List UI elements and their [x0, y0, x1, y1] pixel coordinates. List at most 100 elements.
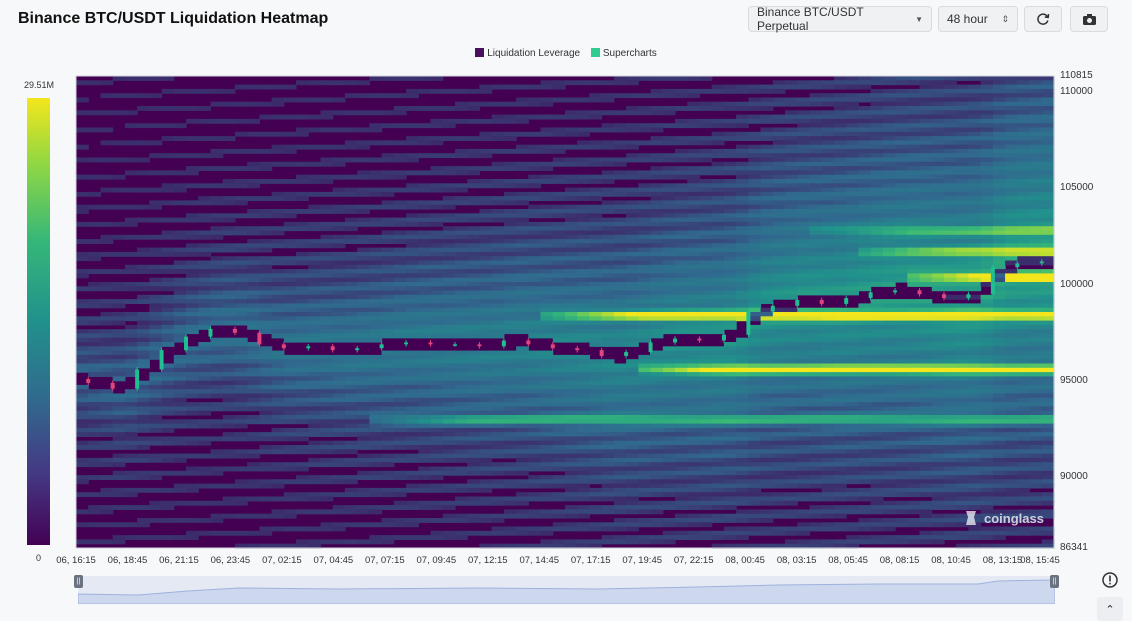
heatmap-cell	[638, 264, 652, 270]
heatmap-cell	[198, 380, 212, 386]
heatmap-cell	[748, 470, 762, 476]
heatmap-cell	[748, 269, 762, 274]
heatmap-cell	[772, 500, 786, 506]
legend-swatch	[475, 48, 485, 57]
heatmap-cell	[809, 462, 823, 468]
heatmap-cell	[846, 221, 859, 227]
heatmap-cell	[479, 230, 493, 236]
heatmap-cell	[149, 397, 163, 403]
heatmap-cell	[210, 530, 224, 536]
heatmap-cell	[821, 526, 835, 532]
heatmap-cell	[283, 161, 297, 167]
heatmap-cell	[357, 453, 370, 459]
heatmap-cell	[577, 312, 590, 317]
heatmap-cell	[675, 260, 688, 266]
heatmap-cell	[455, 359, 468, 365]
heatmap-cell	[577, 496, 590, 502]
heatmap-cell	[186, 290, 199, 296]
heatmap-cell	[589, 333, 603, 339]
heatmap-cell	[711, 166, 725, 171]
heatmap-cell	[785, 157, 798, 163]
heatmap-cell	[650, 367, 664, 373]
heatmap-cell	[638, 269, 652, 274]
heatmap-cell	[247, 363, 260, 369]
heatmap-cell	[357, 217, 370, 223]
heatmap-cell	[76, 539, 89, 545]
heatmap-cell	[271, 372, 285, 377]
heatmap-cell	[601, 179, 615, 184]
heatmap-cell	[687, 415, 701, 420]
heatmap-cell	[626, 226, 639, 232]
heatmap-cell	[344, 264, 358, 270]
heatmap-cell	[479, 303, 493, 309]
heatmap-cell	[393, 247, 407, 253]
heatmap-cell	[479, 316, 493, 322]
heatmap-cell	[283, 376, 297, 382]
heatmap-cell	[748, 290, 762, 296]
heatmap-cell	[797, 479, 811, 485]
heatmap-cell	[247, 316, 260, 322]
heatmap-cell	[626, 170, 639, 176]
heatmap-cell	[173, 337, 187, 343]
heatmap-cell	[467, 118, 480, 124]
heatmap-cell	[577, 436, 590, 442]
heatmap-cell	[589, 492, 603, 498]
heatmap-cell	[748, 209, 762, 214]
heatmap-cell	[283, 359, 297, 365]
heatmap-cell	[259, 131, 273, 137]
heatmap-cell	[809, 505, 823, 510]
heatmap-cell	[821, 372, 835, 377]
heatmap-cell	[283, 303, 297, 309]
heatmap-cell	[565, 196, 578, 201]
heatmap-cell	[247, 419, 260, 425]
heatmap-cell	[430, 166, 444, 171]
heatmap-cell	[723, 106, 737, 111]
heatmap-cell	[748, 406, 762, 412]
heatmap-cell	[650, 243, 664, 249]
range-select[interactable]: 48 hour ⇕	[938, 6, 1018, 32]
heatmap-cell	[173, 294, 187, 300]
heatmap-cell	[186, 118, 199, 124]
refresh-button[interactable]	[1024, 6, 1062, 32]
heatmap-cell	[357, 316, 370, 322]
heatmap-cell	[662, 136, 676, 141]
heatmap-cell	[760, 380, 774, 386]
pair-select[interactable]: Binance BTC/USDT Perpetual ▼	[748, 5, 932, 33]
heatmap-cell	[369, 453, 383, 459]
heatmap-cell	[503, 316, 517, 322]
heatmap-cell	[797, 509, 811, 515]
legend-item-supercharts[interactable]: Supercharts	[590, 48, 657, 59]
heatmap-cell	[234, 354, 248, 360]
heatmap-cell	[833, 372, 847, 377]
heatmap-cell	[186, 273, 199, 279]
heatmap-cell	[467, 170, 480, 176]
heatmap-cell	[198, 196, 212, 201]
heatmap-cell	[124, 432, 138, 437]
heatmap-cell	[772, 397, 786, 403]
heatmap-cell	[259, 397, 273, 403]
heatmap-cell	[540, 148, 554, 154]
heatmap-cell	[650, 191, 664, 197]
heatmap-cell	[736, 269, 749, 274]
heatmap-cell	[271, 97, 285, 103]
heatmap-cell	[186, 316, 199, 322]
heatmap-cell	[613, 457, 627, 463]
heatmap-cell	[161, 470, 175, 476]
heatmap-cell	[589, 359, 603, 365]
heatmap-cell	[797, 179, 811, 184]
heatmap-cell	[234, 500, 248, 506]
heatmap-cell	[467, 483, 480, 489]
heatmap-cell	[809, 389, 823, 395]
heatmap-cell	[809, 466, 823, 472]
legend-item-liquidation[interactable]: Liquidation Leverage	[475, 48, 583, 59]
heatmap-cell	[833, 354, 847, 360]
heatmap-cell	[711, 140, 725, 146]
screenshot-button[interactable]	[1070, 6, 1108, 32]
heatmap-cell	[308, 333, 322, 339]
heatmap-cell	[626, 230, 639, 236]
heatmap-cell	[601, 329, 615, 335]
heatmap-cell	[344, 80, 358, 86]
heatmap-cell	[503, 466, 517, 472]
heatmap-cell	[540, 479, 554, 485]
